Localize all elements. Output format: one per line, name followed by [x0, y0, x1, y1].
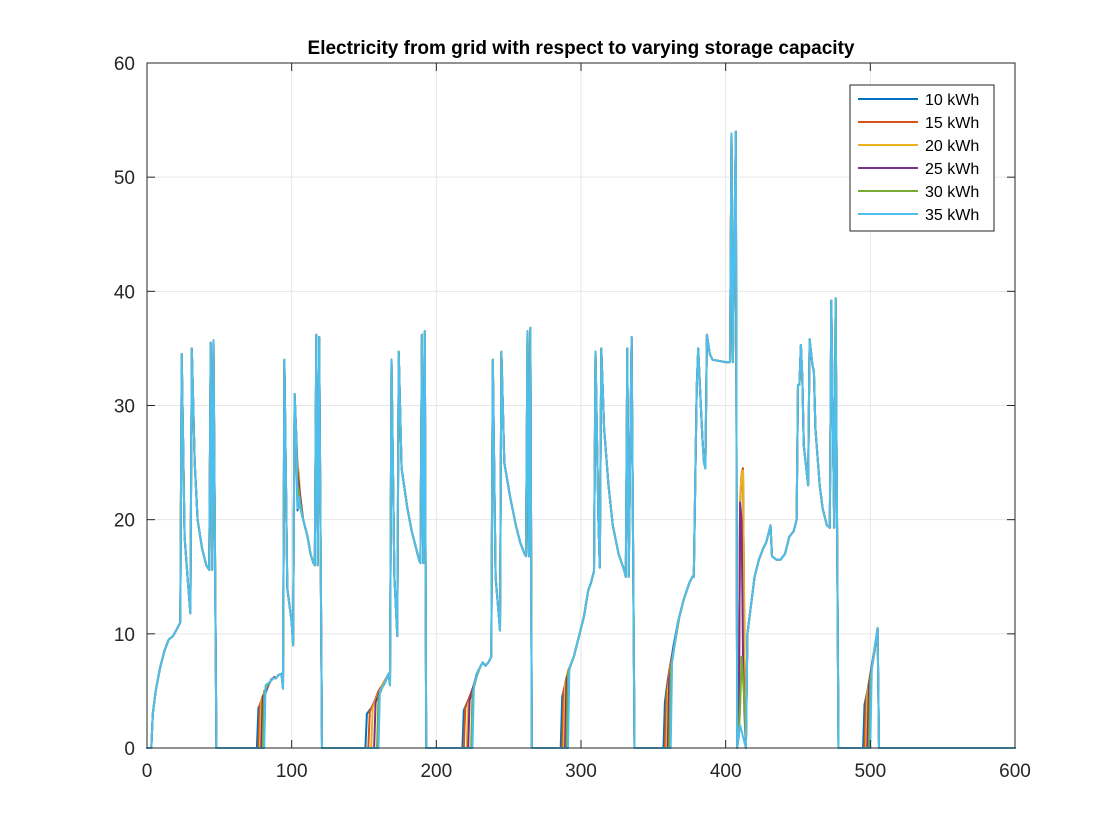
- y-tick-label: 20: [114, 511, 135, 532]
- y-tick-label: 40: [114, 282, 135, 303]
- legend-label: 15 kWh: [925, 115, 979, 132]
- legend-label: 30 kWh: [925, 184, 979, 201]
- x-tick-label: 0: [142, 761, 153, 782]
- ticks: 0 100 200 300 400 500 600 0 10 20 30 40 50 60: [114, 54, 1031, 782]
- x-tick-label: 500: [854, 761, 886, 782]
- x-tick-label: 100: [276, 761, 308, 782]
- legend-label: 20 kWh: [925, 138, 979, 155]
- y-tick-label: 50: [114, 168, 135, 189]
- x-tick-label: 300: [565, 761, 597, 782]
- y-tick-label: 60: [114, 54, 135, 75]
- x-tick-label: 600: [999, 761, 1031, 782]
- legend-label: 25 kWh: [925, 161, 979, 178]
- x-tick-label: 200: [420, 761, 452, 782]
- legend: 10 kWh 15 kWh 20 kWh 25 kWh 30 kWh 35 kWh: [849, 84, 995, 232]
- x-tick-label: 400: [710, 761, 742, 782]
- y-tick-label: 10: [114, 625, 135, 646]
- legend-label: 10 kWh: [925, 92, 979, 109]
- y-tick-label: 0: [124, 739, 135, 760]
- y-tick-label: 30: [114, 397, 135, 418]
- chart-title: Electricity from grid with respect to va…: [308, 38, 855, 59]
- legend-box: [849, 84, 995, 232]
- legend-label: 35 kWh: [925, 207, 979, 224]
- series-line-35-kwh: [146, 130, 1016, 749]
